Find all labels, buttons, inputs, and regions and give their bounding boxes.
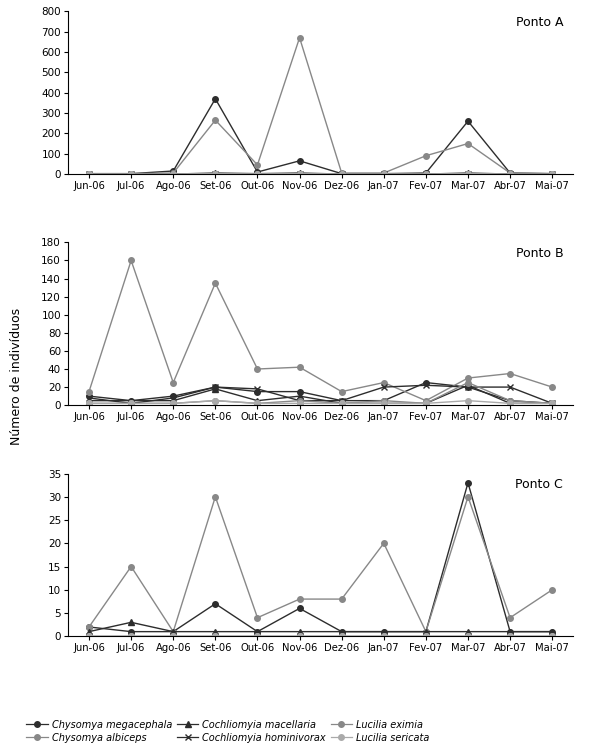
Text: Número de indivíduos: Número de indivíduos bbox=[10, 308, 23, 445]
Legend: Chysomya megacephala, Chysomya albiceps, Cochliomyia macellaria, Cochliomyia hom: Chysomya megacephala, Chysomya albiceps,… bbox=[22, 716, 433, 747]
Text: Ponto A: Ponto A bbox=[516, 16, 563, 29]
Text: Ponto B: Ponto B bbox=[515, 247, 563, 261]
Text: Ponto C: Ponto C bbox=[515, 478, 563, 492]
